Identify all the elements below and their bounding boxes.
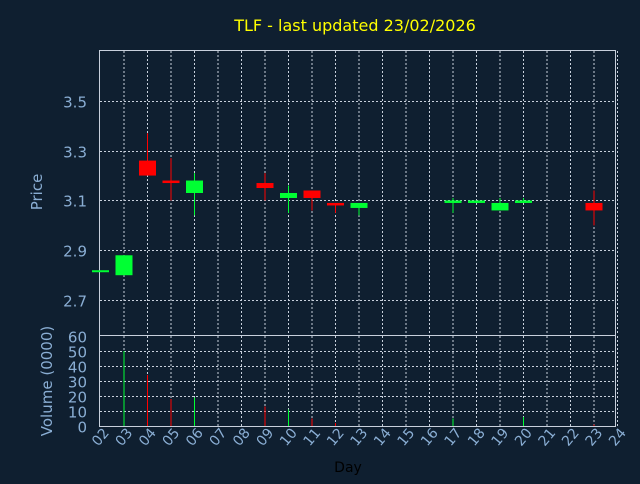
x-tick-label: 20 — [512, 425, 536, 449]
x-tick-label: 08 — [230, 425, 254, 449]
x-tick-label: 06 — [183, 425, 207, 449]
price-plot-area — [99, 50, 616, 336]
volume-y-tick-label: 20 — [68, 389, 87, 407]
x-axis-ticks: 02 03 04 05 06 07 08 09 10 11 12 13 14 15 16 17 18 19 20 21… — [89, 425, 630, 449]
price-y-tick-label: 2.9 — [63, 243, 87, 261]
candle — [162, 158, 180, 201]
x-tick-label: 21 — [536, 425, 560, 449]
x-tick-label: 07 — [207, 425, 231, 449]
candle — [115, 255, 133, 276]
volume-plot-area — [99, 335, 616, 427]
x-tick-label: 17 — [442, 425, 466, 449]
candle-body — [327, 202, 344, 206]
price-y-tick-label: 2.7 — [63, 293, 87, 311]
price-panel: 2.7 2.9 3.1 3.3 3.5 Price — [28, 50, 618, 336]
volume-y-tick-label: 50 — [68, 344, 87, 362]
candle-body — [515, 200, 532, 203]
x-tick-label: 16 — [418, 425, 442, 449]
candle — [280, 185, 297, 213]
x-tick-label: 14 — [371, 425, 395, 449]
volume-bars — [123, 351, 595, 426]
candle — [303, 190, 321, 211]
x-tick-label: 13 — [348, 425, 372, 449]
candle — [468, 200, 485, 203]
candle-body — [139, 160, 156, 176]
x-tick-label: 19 — [489, 425, 513, 449]
x-tick-label: 18 — [465, 425, 489, 449]
x-tick-label: 09 — [254, 425, 278, 449]
price-y-tick-label: 3.1 — [63, 193, 87, 211]
candle-body — [350, 202, 368, 208]
candle-body — [162, 180, 180, 184]
price-grid — [100, 51, 618, 335]
candle — [585, 190, 603, 226]
volume-y-tick-label: 30 — [68, 374, 87, 392]
candle-body — [585, 202, 603, 211]
candle-body — [303, 190, 321, 198]
x-axis-label: Day — [334, 460, 362, 476]
x-tick-label: 05 — [160, 425, 184, 449]
candle — [491, 197, 509, 211]
price-y-tick-label: 3.3 — [63, 144, 87, 162]
x-tick-label: 15 — [395, 425, 419, 449]
candle-body — [256, 183, 274, 189]
candle-body — [186, 180, 203, 193]
x-tick-label: 03 — [113, 425, 137, 449]
x-tick-label: 23 — [583, 425, 607, 449]
x-tick-label: 10 — [277, 425, 301, 449]
x-tick-label: 22 — [559, 425, 583, 449]
candle — [327, 202, 344, 213]
candle — [186, 173, 203, 216]
price-y-tick-label: 3.5 — [63, 94, 87, 112]
volume-y-axis-label: Volume (0000) — [38, 326, 56, 436]
price-y-axis-label: Price — [28, 174, 46, 211]
candle-body — [280, 193, 297, 198]
candle-body — [115, 255, 133, 276]
candle — [515, 197, 532, 203]
volume-grid — [100, 336, 618, 426]
x-tick-label: 24 — [606, 425, 630, 449]
candles — [92, 133, 603, 276]
candle — [350, 202, 368, 216]
volume-y-tick-label: 10 — [68, 404, 87, 422]
candle-body — [92, 270, 109, 273]
candle — [139, 133, 156, 176]
candle-body — [444, 200, 462, 203]
volume-y-tick-label: 60 — [68, 329, 87, 347]
chart-title: TLF - last updated 23/02/2026 — [233, 16, 476, 35]
x-tick-label: 12 — [324, 425, 348, 449]
price-y-ticks: 2.7 2.9 3.1 3.3 3.5 — [63, 94, 87, 311]
candle-body — [491, 202, 509, 211]
candle — [256, 173, 274, 201]
x-tick-label: 04 — [136, 425, 160, 449]
volume-y-tick-label: 40 — [68, 359, 87, 377]
candle-body — [468, 200, 485, 203]
candle — [444, 197, 462, 213]
x-tick-label: 02 — [89, 425, 113, 449]
x-tick-label: 11 — [301, 425, 325, 449]
candle — [92, 270, 109, 273]
volume-y-tick-label: 0 — [77, 419, 87, 437]
